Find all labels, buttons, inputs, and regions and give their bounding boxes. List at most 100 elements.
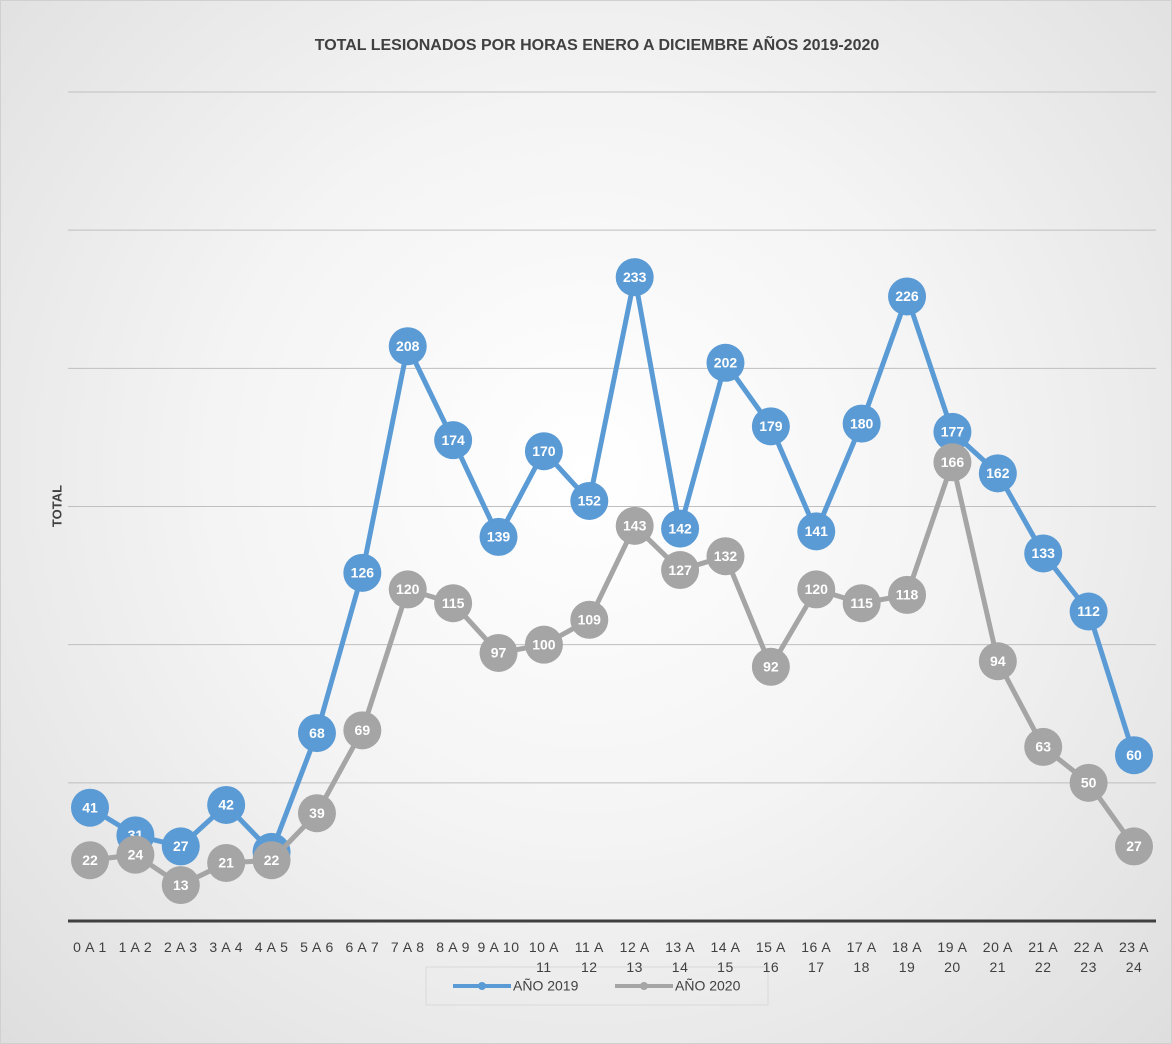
x-tick-label: 10 A 11 xyxy=(528,939,559,975)
data-label: 132 xyxy=(714,548,738,564)
data-label: 152 xyxy=(578,493,602,509)
data-point xyxy=(207,843,246,882)
data-label: 92 xyxy=(763,658,779,674)
data-point xyxy=(706,537,745,576)
x-tick-label: 19 A 20 xyxy=(937,939,968,975)
data-label: 63 xyxy=(1035,739,1051,755)
data-point xyxy=(161,827,200,866)
data-label: 226 xyxy=(895,288,919,304)
data-label: 162 xyxy=(986,465,1010,481)
data-label: 180 xyxy=(850,415,874,431)
x-tick-label: 5 A 6 xyxy=(300,939,334,955)
data-label: 127 xyxy=(668,562,692,578)
data-label: 115 xyxy=(442,595,465,611)
data-label: 126 xyxy=(351,565,375,581)
data-point xyxy=(661,509,700,548)
x-tick-label: 11 A 12 xyxy=(574,939,604,975)
data-label: 115 xyxy=(850,595,873,611)
data-point xyxy=(1069,763,1108,802)
data-label: 21 xyxy=(218,855,234,871)
data-point xyxy=(524,625,563,664)
data-label: 24 xyxy=(128,846,144,862)
x-tick-label: 1 A 2 xyxy=(118,939,153,955)
data-point xyxy=(888,277,927,316)
data-label: 22 xyxy=(264,852,280,868)
data-label: 39 xyxy=(309,805,325,821)
data-label: 143 xyxy=(623,518,647,534)
x-tick-label: 16 A 17 xyxy=(801,939,832,975)
data-point xyxy=(434,584,473,623)
data-label: 97 xyxy=(491,645,507,661)
data-label: 166 xyxy=(941,454,965,470)
data-point xyxy=(116,835,155,874)
chart-title: TOTAL LESIONADOS POR HORAS ENERO A DICIE… xyxy=(315,34,880,54)
data-point xyxy=(388,327,427,366)
data-label: 68 xyxy=(309,725,325,741)
data-label: 142 xyxy=(668,520,692,536)
data-label: 208 xyxy=(396,338,420,354)
x-tick-label: 14 A 15 xyxy=(710,939,741,975)
data-point xyxy=(570,600,609,639)
data-point xyxy=(388,570,427,609)
data-label: 170 xyxy=(532,443,556,459)
data-label: 42 xyxy=(218,797,234,813)
data-point xyxy=(1115,736,1153,775)
x-tick-label: 4 A 5 xyxy=(254,939,289,955)
data-point xyxy=(797,512,836,551)
data-label: 50 xyxy=(1081,775,1097,791)
data-point xyxy=(161,866,200,905)
x-tick-label: 8 A 9 xyxy=(436,939,470,955)
data-point xyxy=(71,841,109,880)
data-label: 120 xyxy=(396,581,420,597)
x-tick-label: 2 A 3 xyxy=(163,939,198,955)
data-point xyxy=(751,647,790,686)
data-point xyxy=(615,258,654,297)
data-label: 27 xyxy=(173,838,189,854)
data-point xyxy=(479,633,518,672)
x-tick-label: 22 A 23 xyxy=(1073,939,1104,975)
series-line xyxy=(89,459,1137,888)
data-label: 94 xyxy=(990,653,1006,669)
data-point xyxy=(978,454,1017,493)
data-point xyxy=(842,404,881,443)
legend-label: AÑO 2020 xyxy=(675,978,741,994)
x-tick-label: 3 A 4 xyxy=(209,939,243,955)
data-point xyxy=(434,421,473,460)
data-label: 133 xyxy=(1032,545,1056,561)
data-label: 141 xyxy=(805,523,829,539)
y-axis-label: TOTAL xyxy=(49,485,64,527)
data-label: 41 xyxy=(82,799,98,815)
data-point xyxy=(751,407,790,446)
data-label: 139 xyxy=(487,529,511,545)
data-point xyxy=(252,841,291,880)
data-label: 100 xyxy=(532,636,556,652)
data-label: 112 xyxy=(1077,603,1100,619)
data-label: 202 xyxy=(714,355,738,371)
x-tick-label: 9 A 10 xyxy=(477,939,520,955)
data-point xyxy=(933,412,972,451)
data-point xyxy=(343,553,382,592)
legend-marker xyxy=(640,982,648,990)
legend-marker xyxy=(478,982,486,990)
x-tick-label: 15 A 16 xyxy=(755,939,786,975)
data-point xyxy=(207,785,246,824)
data-point xyxy=(661,551,700,590)
data-point xyxy=(479,517,518,556)
x-tick-label: 13 A 14 xyxy=(665,939,696,975)
data-point xyxy=(1069,592,1108,631)
legend-label: AÑO 2019 xyxy=(513,978,579,994)
data-point xyxy=(1024,534,1063,573)
x-tick-label: 20 A 21 xyxy=(982,939,1013,975)
data-point xyxy=(570,481,609,520)
x-tick-label: 21 A 22 xyxy=(1028,939,1059,975)
data-label: 13 xyxy=(173,877,189,893)
data-point xyxy=(297,714,336,753)
data-point xyxy=(842,584,881,623)
x-tick-label: 23 A 24 xyxy=(1118,939,1150,975)
data-point xyxy=(524,432,563,471)
data-label: 177 xyxy=(941,424,965,440)
data-point xyxy=(888,575,927,614)
x-tick-label: 17 A 18 xyxy=(846,939,877,975)
